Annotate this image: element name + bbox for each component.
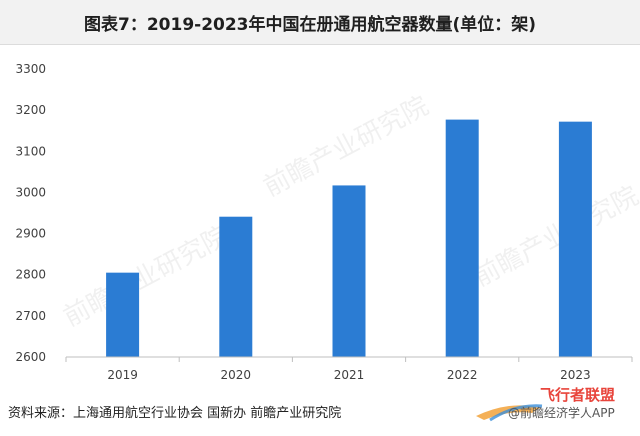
y-tick-label: 3000 (15, 185, 46, 199)
y-tick-label: 2900 (15, 227, 46, 241)
bar (106, 272, 140, 357)
bar (332, 185, 366, 357)
y-tick-label: 3100 (15, 144, 46, 158)
x-tick-label: 2023 (560, 368, 591, 382)
x-tick-label: 2022 (447, 368, 478, 382)
y-axis: 2600 2700 2800 2900 3000 3100 3200 3300 (15, 62, 46, 364)
x-axis: 2019 2020 2021 2022 2023 (65, 356, 633, 382)
watermark-corner: @前瞻经济学人APP (508, 406, 615, 420)
y-tick-label: 3300 (15, 62, 46, 76)
watermark-text: 前瞻产业研究院 (59, 221, 234, 333)
watermark-badge: 飞行者联盟 (540, 386, 616, 404)
y-tick-label: 2600 (15, 350, 46, 364)
chart-title: 图表7：2019-2023年中国在册通用航空器数量(单位：架) (84, 15, 537, 35)
source-note: 资料来源：上海通用航空行业协会 国新办 前瞻产业研究院 (8, 406, 342, 421)
bars (106, 119, 592, 357)
bar (219, 216, 253, 357)
y-tick-label: 2700 (15, 309, 46, 323)
watermark-text: 前瞻产业研究院 (469, 181, 640, 293)
x-tick-label: 2020 (221, 368, 252, 382)
y-tick-label: 3200 (15, 103, 46, 117)
bar (558, 121, 592, 357)
x-tick-label: 2021 (334, 368, 365, 382)
title-bar: 图表7：2019-2023年中国在册通用航空器数量(单位：架) (0, 0, 640, 45)
x-tick-label: 2019 (107, 368, 138, 382)
y-tick-label: 2800 (15, 268, 46, 282)
bar (445, 119, 479, 357)
plane-logo-icon (476, 404, 543, 422)
